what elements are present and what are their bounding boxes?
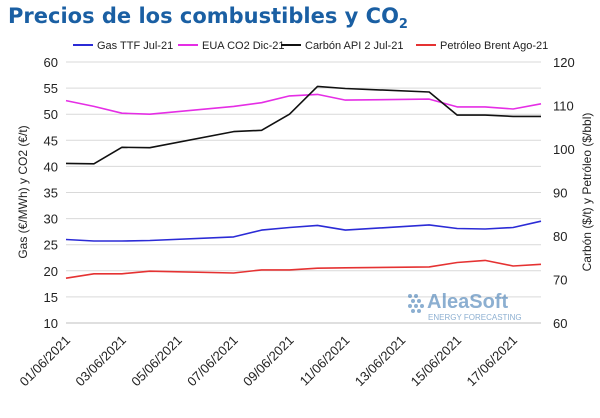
- x-tick-label: 09/06/2021: [240, 333, 297, 390]
- y-right-tick-label: 90: [553, 186, 567, 201]
- watermark-brand: AleaSoft: [427, 291, 508, 313]
- y-left-tick-label: 25: [44, 238, 58, 253]
- y-right-tick-label: 120: [553, 55, 575, 70]
- y-right-tick-label: 70: [553, 273, 567, 288]
- series-lines: [65, 85, 542, 279]
- logo-dots-icon: [408, 294, 424, 313]
- watermark-logo: AleaSoft ENERGY FORECASTING: [408, 291, 522, 322]
- logo-dot: [411, 309, 415, 313]
- y-right-tick-label: 60: [553, 316, 567, 331]
- x-tick-label: 15/06/2021: [408, 333, 465, 390]
- x-tick-label: 13/06/2021: [352, 333, 409, 390]
- y-left-tick-label: 15: [44, 290, 58, 305]
- legend-label: Gas TTF Jul-21: [97, 40, 173, 52]
- y-right-tick-label: 110: [553, 99, 574, 114]
- watermark-tagline: ENERGY FORECASTING: [428, 313, 522, 322]
- y-left-tick-label: 20: [44, 264, 58, 279]
- x-axis-ticks: 01/06/2021 03/06/2021 05/06/2021 07/06/2021…: [16, 333, 520, 390]
- series-line: [65, 220, 542, 242]
- y-left-tick-label: 10: [44, 316, 58, 331]
- x-tick-label: 05/06/2021: [128, 333, 185, 390]
- series-line: [65, 259, 542, 279]
- y-left-tick-label: 55: [44, 81, 58, 96]
- x-tick-label: 03/06/2021: [72, 333, 129, 390]
- y-left-tick-label: 60: [44, 55, 58, 70]
- logo-dot: [420, 304, 424, 308]
- y-left-tick-label: 45: [44, 133, 58, 148]
- gridlines: [66, 61, 541, 324]
- y-axis-left-ticks: 10 15 20 25 30 35 40 45 50 55 60: [44, 55, 58, 331]
- logo-dot: [417, 299, 421, 303]
- y-axis-right-ticks: 60 70 80 90 100 110 120: [553, 55, 575, 331]
- logo-dot: [414, 304, 418, 308]
- x-tick-label: 11/06/2021: [297, 333, 353, 389]
- legend-label: Petróleo Brent Ago-21: [440, 40, 548, 52]
- y-left-tick-label: 40: [44, 159, 58, 174]
- legend-label: Carbón API 2 Jul-21: [305, 40, 403, 52]
- logo-dot: [417, 309, 421, 313]
- series-line: [65, 93, 542, 115]
- logo-dot: [411, 299, 415, 303]
- y-left-tick-label: 30: [44, 212, 58, 227]
- chart-title: Precios de los combustibles y CO2: [8, 4, 408, 33]
- logo-dot: [408, 304, 412, 308]
- y-right-tick-label: 100: [553, 142, 575, 157]
- y-left-tick-label: 50: [44, 107, 58, 122]
- legend-label: EUA CO2 Dic-21: [202, 40, 285, 52]
- logo-dot: [408, 294, 412, 298]
- x-tick-label: 17/06/2021: [464, 333, 521, 390]
- series-line: [65, 85, 541, 165]
- y-axis-left-label: Gas (€/MWh) y CO2 (€/t): [16, 125, 30, 258]
- y-axis-right-label: Carbón ($/t) y Petróleo ($/bbl): [580, 113, 594, 272]
- legend: Gas TTF Jul-21 EUA CO2 Dic-21 Carbón API 2…: [73, 40, 548, 52]
- x-tick-label: 01/06/2021: [16, 333, 73, 390]
- y-right-tick-label: 80: [553, 229, 567, 244]
- y-left-tick-label: 35: [44, 186, 58, 201]
- x-tick-label: 07/06/2021: [184, 333, 241, 390]
- logo-dot: [414, 294, 418, 298]
